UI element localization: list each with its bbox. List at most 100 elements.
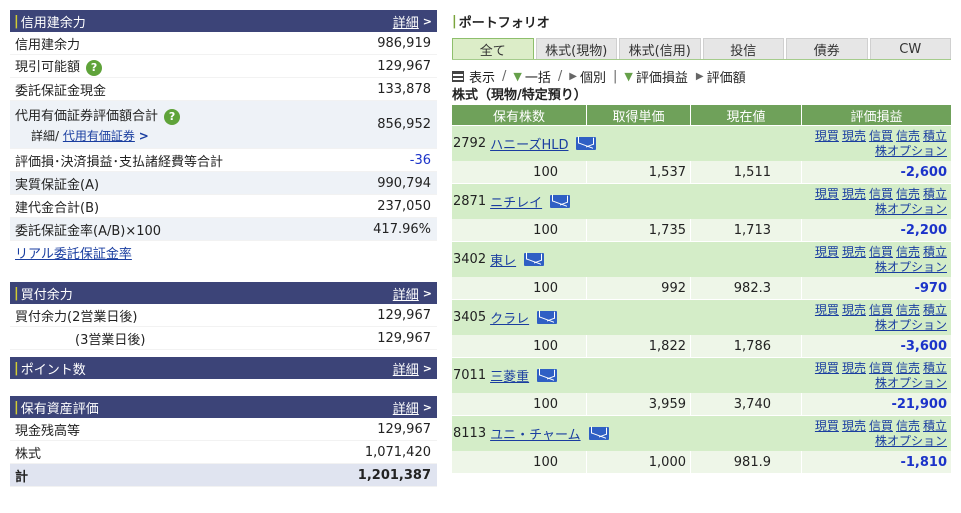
cash-sell-link[interactable]: 現売 <box>841 245 866 259</box>
row-label: 評価損･決済損益･支払諸経費等合計 <box>15 154 224 170</box>
credit-detail-link[interactable]: 詳細 <box>392 15 419 31</box>
tab-all[interactable]: 全て <box>452 38 534 59</box>
assets-detail-link[interactable]: 詳細 <box>392 401 419 417</box>
margin-buy-link[interactable]: 信買 <box>868 361 893 375</box>
margin-buy-link[interactable]: 信買 <box>868 129 893 143</box>
row-label: 株式 <box>15 446 42 462</box>
stock-option-link[interactable]: 株オプション <box>874 318 947 332</box>
stock-name-link[interactable]: ハニーズHLD <box>490 138 569 153</box>
tab-cw[interactable]: CW <box>869 38 951 59</box>
margin-sell-link[interactable]: 信売 <box>895 303 920 317</box>
mail-icon[interactable] <box>550 195 571 208</box>
securities-link[interactable]: 代用有価証券 <box>62 128 135 143</box>
stock-option-link[interactable]: 株オプション <box>874 260 947 274</box>
cost-cell: 1,000 <box>587 451 691 473</box>
accumulate-link[interactable]: 積立 <box>922 187 947 201</box>
cash-buy-link[interactable]: 現買 <box>814 361 839 375</box>
cash-buy-link[interactable]: 現買 <box>814 187 839 201</box>
cash-sell-link[interactable]: 現売 <box>841 361 866 375</box>
tab-stock-cash[interactable]: 株式(現物) <box>535 38 617 59</box>
stock-option-link[interactable]: 株オプション <box>874 144 947 158</box>
sort-value-option[interactable]: 評価額 <box>706 70 746 86</box>
stock-name-link[interactable]: 東レ <box>490 254 517 269</box>
securities-detail: 詳細/ 代用有価証券 > <box>31 128 149 143</box>
price-cell: 1,511 <box>691 161 802 183</box>
margin-buy-link[interactable]: 信買 <box>868 245 893 259</box>
cash-sell-link[interactable]: 現売 <box>841 187 866 201</box>
cash-buy-link[interactable]: 現買 <box>814 245 839 259</box>
assets-row: 株式 1,071,420 <box>10 441 437 464</box>
mail-icon[interactable] <box>588 427 609 440</box>
margin-sell-link[interactable]: 信売 <box>895 245 920 259</box>
mail-icon[interactable] <box>537 311 558 324</box>
stock-name-link[interactable]: 三菱重 <box>490 370 530 385</box>
margin-sell-link[interactable]: 信売 <box>895 361 920 375</box>
sort-pnl-option[interactable]: 評価損益 <box>635 70 688 86</box>
real-margin-link[interactable]: リアル委託保証金率 <box>15 247 132 262</box>
row-value: 986,919 <box>377 35 431 51</box>
tab-bonds[interactable]: 債券 <box>786 38 868 59</box>
row-label: 現引可能額? <box>15 56 377 76</box>
trade-links: 現買 現売 信買 信売 積立 株オプション <box>801 358 951 393</box>
margin-buy-link[interactable]: 信買 <box>868 419 893 433</box>
buying-detail-link[interactable]: 詳細 <box>392 287 419 303</box>
view-all-option[interactable]: 一括 <box>524 70 551 86</box>
help-icon[interactable]: ? <box>164 108 181 125</box>
pnl-cell: -2,600 <box>900 164 947 180</box>
mail-icon[interactable] <box>576 137 597 150</box>
portfolio-panel: | ポートフォリオ 全て 株式(現物) 株式(信用) 投信 債券 CW 表示 /… <box>452 10 951 473</box>
row-label: (3営業日後) <box>75 332 146 348</box>
price-cell: 3,740 <box>691 393 802 415</box>
buying-header: | 買付余力 詳細 > <box>10 282 437 304</box>
column-header: 評価損益 <box>850 109 903 125</box>
help-icon[interactable]: ? <box>86 59 103 76</box>
stock-name-cell: 3405 クラレ <box>452 300 801 335</box>
accumulate-link[interactable]: 積立 <box>922 245 947 259</box>
row-value: -36 <box>409 152 431 168</box>
accumulate-link[interactable]: 積立 <box>922 419 947 433</box>
cost-cell: 1,735 <box>587 219 691 241</box>
cash-buy-link[interactable]: 現買 <box>814 303 839 317</box>
stock-option-link[interactable]: 株オプション <box>874 434 947 448</box>
tab-funds[interactable]: 投信 <box>702 38 784 59</box>
stock-option-link[interactable]: 株オプション <box>874 376 947 390</box>
holdings-table-header: 保有株数 取得単価 現在値 評価損益 <box>452 105 951 125</box>
quantity-cell: 100 <box>452 393 587 415</box>
cost-cell: 1,537 <box>587 161 691 183</box>
tab-stock-margin[interactable]: 株式(信用) <box>619 38 701 59</box>
stock-row: 7011 三菱重 現買 現売 信買 信売 積立 株オプション <box>452 357 951 393</box>
row-value: 990,794 <box>377 175 431 191</box>
accumulate-link[interactable]: 積立 <box>922 361 947 375</box>
pnl-cell: -3,600 <box>900 338 947 354</box>
mail-icon[interactable] <box>524 253 545 266</box>
margin-buy-link[interactable]: 信買 <box>868 187 893 201</box>
cash-sell-link[interactable]: 現売 <box>841 303 866 317</box>
accumulate-link[interactable]: 積立 <box>922 303 947 317</box>
stock-code: 3405 <box>453 310 487 325</box>
margin-sell-link[interactable]: 信売 <box>895 129 920 143</box>
mail-icon[interactable] <box>537 369 558 382</box>
margin-sell-link[interactable]: 信売 <box>895 187 920 201</box>
quantity-cell: 100 <box>452 451 587 473</box>
cash-sell-link[interactable]: 現売 <box>841 129 866 143</box>
stock-option-link[interactable]: 株オプション <box>874 202 947 216</box>
column-header: 取得単価 <box>587 105 691 125</box>
margin-buy-link[interactable]: 信買 <box>868 303 893 317</box>
cash-sell-link[interactable]: 現売 <box>841 419 866 433</box>
accumulate-link[interactable]: 積立 <box>922 129 947 143</box>
stock-name-link[interactable]: クラレ <box>490 312 530 327</box>
stock-values-row: 100 3,959 3,740 -21,900 <box>452 393 951 415</box>
credit-row: 建代金合計(B) 237,050 <box>10 195 437 218</box>
stock-name-link[interactable]: ユニ・チャーム <box>490 428 581 443</box>
stock-name-link[interactable]: ニチレイ <box>490 196 543 211</box>
row-label: 建代金合計(B) <box>15 200 100 216</box>
view-single-option[interactable]: 個別 <box>579 70 606 86</box>
stock-name-cell: 2792 ハニーズHLD <box>452 126 801 161</box>
credit-row: 現引可能額? 129,967 <box>10 55 437 78</box>
points-detail-link[interactable]: 詳細 <box>392 362 419 378</box>
margin-sell-link[interactable]: 信売 <box>895 419 920 433</box>
separator: / <box>557 68 563 84</box>
cash-buy-link[interactable]: 現買 <box>814 129 839 143</box>
cash-buy-link[interactable]: 現買 <box>814 419 839 433</box>
header-bar-mark: | <box>14 360 19 376</box>
